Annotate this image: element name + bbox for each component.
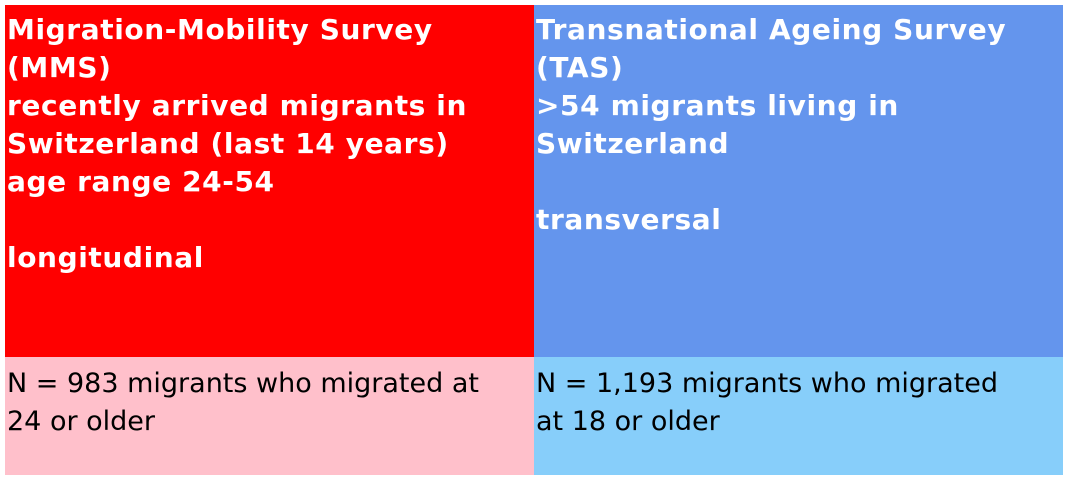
- tas-sample-panel: N = 1,193 migrants who migrated at 18 or…: [534, 357, 1063, 475]
- mms-population-line-2: Switzerland (last 14 years): [7, 127, 449, 160]
- mms-sample-panel: N = 983 migrants who migrated at 24 or o…: [5, 357, 534, 475]
- mms-spacer: [7, 201, 532, 239]
- mms-population-line-1: recently arrived migrants in: [7, 89, 468, 122]
- tas-population-line-1: >54 migrants living in: [536, 89, 899, 122]
- mms-description-panel: Migration-Mobility Survey (MMS) recently…: [5, 5, 534, 357]
- tas-title-line-2: (TAS): [536, 51, 624, 84]
- mms-title-line-1: Migration-Mobility Survey: [7, 13, 433, 46]
- tas-sample-line-2: at 18 or older: [536, 406, 720, 437]
- mms-sample-line-2: 24 or older: [7, 406, 156, 437]
- tas-description-panel: Transnational Ageing Survey (TAS) >54 mi…: [534, 5, 1063, 357]
- tas-sample-line-1: N = 1,193 migrants who migrated: [536, 368, 999, 399]
- tas-population-line-2: Switzerland: [536, 127, 730, 160]
- survey-comparison-grid: Migration-Mobility Survey (MMS) recently…: [5, 5, 1063, 475]
- mms-age-range: age range 24-54: [7, 165, 275, 198]
- mms-title-line-2: (MMS): [7, 51, 112, 84]
- mms-sample-line-1: N = 983 migrants who migrated at: [7, 368, 479, 399]
- mms-design: longitudinal: [7, 241, 204, 274]
- tas-spacer: [536, 163, 1061, 201]
- tas-title-line-1: Transnational Ageing Survey: [536, 13, 1007, 46]
- tas-design: transversal: [536, 203, 722, 236]
